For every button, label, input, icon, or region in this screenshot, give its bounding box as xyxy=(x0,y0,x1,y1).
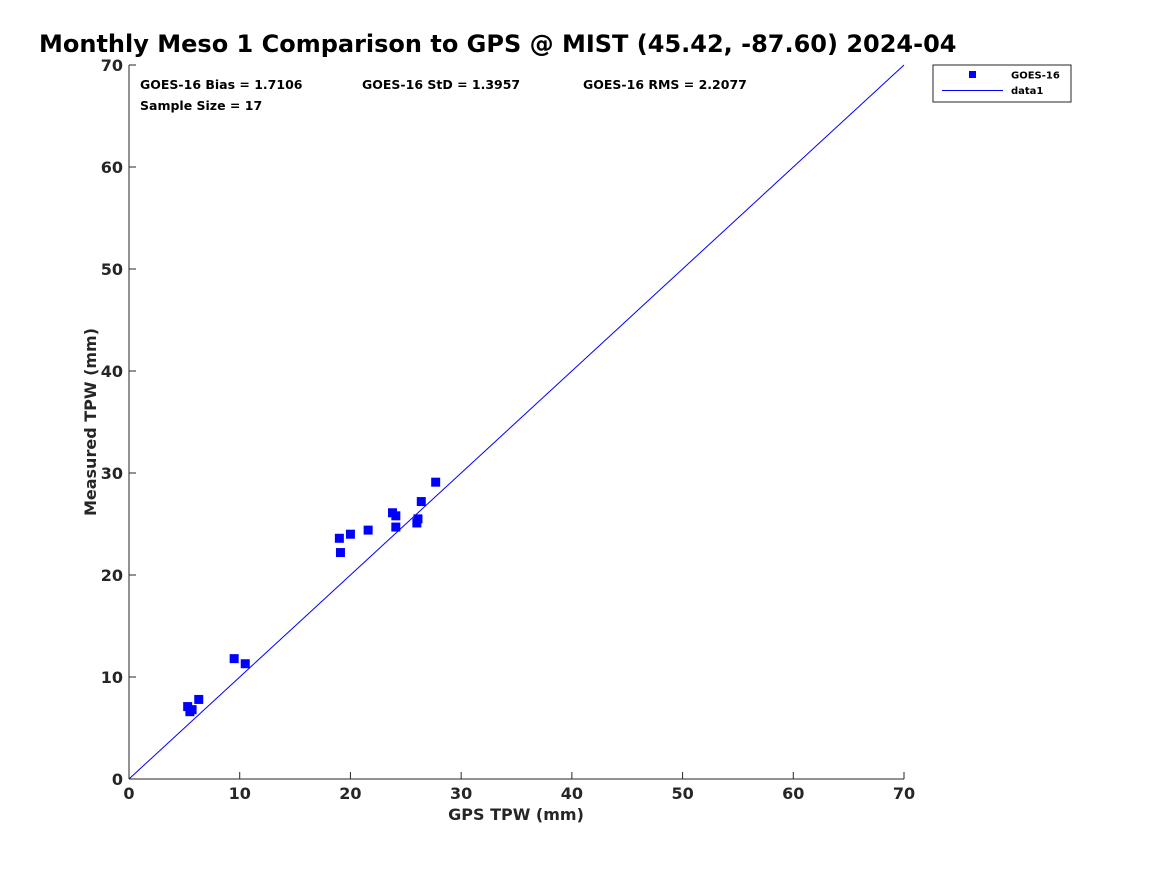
y-tick-label: 70 xyxy=(101,56,123,75)
chart-title: Monthly Meso 1 Comparison to GPS @ MIST … xyxy=(39,30,956,58)
legend-label-data1: data1 xyxy=(1011,86,1043,97)
data-point xyxy=(345,529,355,539)
y-tick-label: 20 xyxy=(101,566,123,585)
x-tick-label: 10 xyxy=(229,784,251,803)
stat-bias: GOES-16 Bias = 1.7106 xyxy=(140,77,303,92)
data-point xyxy=(194,694,204,704)
axes-frame xyxy=(128,65,904,780)
y-tick-label: 60 xyxy=(101,158,123,177)
data-point xyxy=(391,511,401,521)
series-goes16 xyxy=(183,477,441,717)
x-axis-label: GPS TPW (mm) xyxy=(448,805,584,824)
data-point xyxy=(187,705,197,715)
legend: GOES-16 data1 xyxy=(932,64,1072,103)
x-axis-ticks: 0 10 20 30 40 50 60 70 xyxy=(123,772,915,803)
data-point xyxy=(391,522,401,532)
x-tick-label: 30 xyxy=(450,784,472,803)
legend-marker-square-icon xyxy=(969,71,976,78)
data-point xyxy=(229,654,239,664)
x-tick-label: 70 xyxy=(893,784,915,803)
legend-label-goes16: GOES-16 xyxy=(1011,71,1060,82)
data-point xyxy=(431,477,441,487)
series-line-data1 xyxy=(128,64,905,780)
stat-rms: GOES-16 RMS = 2.2077 xyxy=(583,77,747,92)
series-data1 xyxy=(128,64,905,780)
data-point xyxy=(240,659,250,669)
x-tick-label: 20 xyxy=(339,784,361,803)
x-tick-label: 60 xyxy=(782,784,804,803)
data-point xyxy=(334,533,344,543)
x-tick-label: 0 xyxy=(123,784,134,803)
y-tick-label: 0 xyxy=(112,770,123,789)
data-point xyxy=(416,497,426,507)
stats-annotations: GOES-16 Bias = 1.7106 GOES-16 StD = 1.39… xyxy=(140,77,747,113)
data-point xyxy=(335,548,345,558)
x-tick-label: 40 xyxy=(561,784,583,803)
y-tick-label: 30 xyxy=(101,464,123,483)
y-axis-label: Measured TPW (mm) xyxy=(81,328,100,516)
x-tick-label: 50 xyxy=(671,784,693,803)
y-tick-label: 50 xyxy=(101,260,123,279)
stat-std: GOES-16 StD = 1.3957 xyxy=(362,77,520,92)
data-point xyxy=(413,514,423,524)
legend-box xyxy=(932,64,1072,103)
y-axis-ticks: 0 10 20 30 40 50 60 70 xyxy=(101,56,136,789)
y-tick-label: 10 xyxy=(101,668,123,687)
stat-sample-size: Sample Size = 17 xyxy=(140,98,262,113)
y-tick-label: 40 xyxy=(101,362,123,381)
data-point xyxy=(363,525,373,535)
